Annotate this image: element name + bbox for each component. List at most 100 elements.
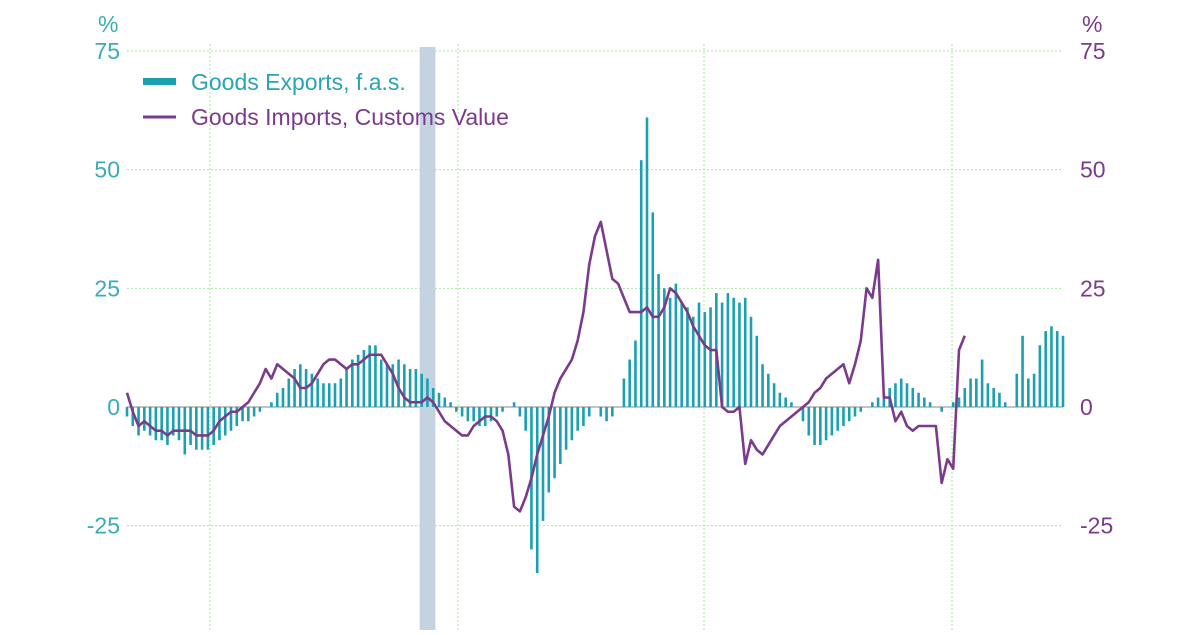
exports-bar [749,316,753,407]
exports-bar [235,407,239,426]
right-axis-tick-label: 25 [1080,275,1106,301]
exports-bar [894,383,897,407]
exports-bar [743,297,747,407]
exports-bar [847,407,851,422]
exports-bar [767,373,770,407]
exports-bar [905,383,909,407]
exports-bar [622,378,626,407]
exports-bar [478,407,481,426]
exports-bar [443,397,447,407]
exports-bar [131,407,135,426]
exports-bar [911,388,915,407]
exports-bar [680,302,683,407]
exports-bar [634,340,637,407]
exports-bar [437,392,441,407]
exports-bar [1038,345,1042,407]
exports-bar [830,407,834,436]
exports-bar [859,407,863,412]
exports-bar [351,359,354,407]
exports-bar [923,397,926,407]
exports-bar [143,407,146,431]
exports-bar [518,407,522,417]
exports-bar [287,378,291,407]
exports-bar [339,378,343,407]
exports-bar [247,407,250,422]
exports-bar [940,407,943,412]
exports-bar [668,297,672,407]
left-axis-unit: % [98,11,118,37]
exports-bar [790,402,793,407]
exports-bar [524,407,527,431]
imports-line-group [125,220,966,513]
left-axis-tick-label: 25 [94,275,120,301]
exports-bar [160,407,163,441]
exports-bar [599,407,603,417]
right-axis-unit: % [1082,11,1102,37]
exports-bar [709,307,712,407]
exports-bar [431,388,435,407]
exports-bar [807,407,811,436]
legend-imports-label: Goods Imports, Customs Value [191,104,509,130]
exports-bar [957,397,961,407]
exports-bar [917,392,920,407]
exports-bar [385,364,389,407]
exports-bar [871,402,874,407]
exports-bar [1015,373,1019,407]
exports-bar [252,407,256,417]
exports-bar [657,274,660,407]
exports-bar [639,160,643,407]
exports-bar [928,402,932,407]
exports-bar [166,407,169,445]
exports-bar [559,407,562,464]
exports-bar [674,283,678,407]
exports-bar [836,407,839,431]
exports-bar [663,288,666,407]
exports-bar [495,407,499,417]
exports-bar [345,369,348,407]
exports-bar [998,392,1001,407]
exports-bar [374,345,377,407]
exports-bar [980,359,984,407]
exports-bar [258,407,262,412]
right-axis-tick-label: 75 [1080,38,1106,64]
exports-bar [408,369,412,407]
exports-bar [570,407,574,441]
exports-bar [426,378,429,407]
exports-bar [195,407,198,450]
exports-bar [489,407,493,422]
exports-bar [171,407,175,436]
exports-bar [310,373,314,407]
exports-bar [651,212,655,407]
exports-bar [1021,335,1024,407]
exports-bar [726,293,730,407]
exports-bar [547,407,551,493]
exports-bar [455,407,458,412]
exports-bar [397,359,400,407]
exports-bar [720,302,724,407]
exports-bar [333,383,337,407]
exports-bar [177,407,181,441]
exports-bar [137,407,140,436]
exports-bar [686,307,689,407]
exports-bar [813,407,816,445]
exports-bar [472,407,475,422]
exports-bar [755,335,759,407]
exports-bar [697,302,701,407]
exports-bar [1032,373,1036,407]
exports-bar [824,407,828,441]
exports-bar [703,312,707,407]
exports-bar [125,407,129,417]
legend: Goods Exports, f.a.s. Goods Imports, Cus… [143,69,509,130]
left-axis-tick-label: 0 [107,394,120,420]
exports-bar [576,407,579,431]
exports-bars [125,117,1065,574]
exports-bar [148,407,152,436]
exports-bar [270,402,273,407]
exports-bar [189,407,192,445]
exports-bar [772,383,776,407]
exports-bar [732,297,735,407]
axes: 75 50 25 0 -25 75 50 25 0 -25%% [87,11,1114,539]
exports-bar [541,407,545,521]
exports-bar [628,359,631,407]
